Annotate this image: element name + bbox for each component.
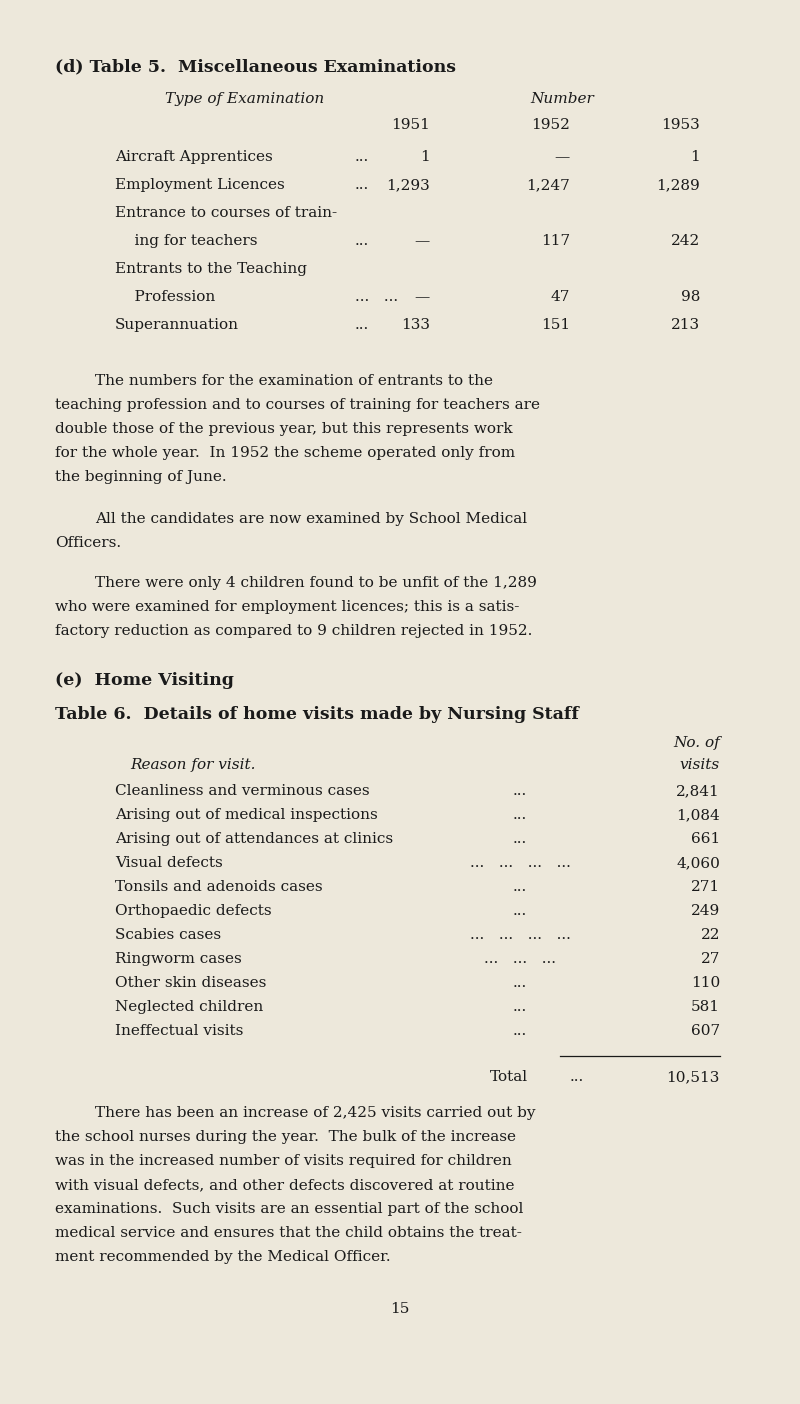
Text: teaching profession and to courses of training for teachers are: teaching profession and to courses of tr… xyxy=(55,397,540,411)
Text: 1,247: 1,247 xyxy=(526,178,570,192)
Text: ...: ... xyxy=(513,880,527,894)
Text: ing for teachers: ing for teachers xyxy=(115,234,258,249)
Text: ...   ...   ...   ...: ... ... ... ... xyxy=(470,928,570,942)
Text: ...: ... xyxy=(513,833,527,847)
Text: 133: 133 xyxy=(401,317,430,331)
Text: 661: 661 xyxy=(690,833,720,847)
Text: examinations.  Such visits are an essential part of the school: examinations. Such visits are an essenti… xyxy=(55,1202,523,1216)
Text: 213: 213 xyxy=(671,317,700,331)
Text: (e)  Home Visiting: (e) Home Visiting xyxy=(55,673,234,689)
Text: 1,293: 1,293 xyxy=(386,178,430,192)
Text: 2,841: 2,841 xyxy=(676,783,720,797)
Text: 271: 271 xyxy=(691,880,720,894)
Text: Total: Total xyxy=(490,1070,528,1084)
Text: 242: 242 xyxy=(670,234,700,249)
Text: visits: visits xyxy=(680,758,720,772)
Text: 10,513: 10,513 xyxy=(666,1070,720,1084)
Text: 27: 27 xyxy=(701,952,720,966)
Text: There were only 4 children found to be unfit of the 1,289: There were only 4 children found to be u… xyxy=(95,576,537,590)
Text: Arising out of medical inspections: Arising out of medical inspections xyxy=(115,807,378,821)
Text: Entrants to the Teaching: Entrants to the Teaching xyxy=(115,263,307,277)
Text: Arising out of attendances at clinics: Arising out of attendances at clinics xyxy=(115,833,393,847)
Text: Visual defects: Visual defects xyxy=(115,856,222,870)
Text: —: — xyxy=(414,291,430,305)
Text: 249: 249 xyxy=(690,904,720,918)
Text: Orthopaedic defects: Orthopaedic defects xyxy=(115,904,272,918)
Text: Employment Licences: Employment Licences xyxy=(115,178,285,192)
Text: ...: ... xyxy=(513,1024,527,1038)
Text: ...: ... xyxy=(570,1070,584,1084)
Text: 47: 47 xyxy=(550,291,570,305)
Text: Aircraft Apprentices: Aircraft Apprentices xyxy=(115,150,273,164)
Text: 110: 110 xyxy=(690,976,720,990)
Text: 1953: 1953 xyxy=(662,118,700,132)
Text: Cleanliness and verminous cases: Cleanliness and verminous cases xyxy=(115,783,370,797)
Text: ...: ... xyxy=(355,178,370,192)
Text: Type of Examination: Type of Examination xyxy=(165,93,324,105)
Text: ...: ... xyxy=(513,904,527,918)
Text: ...   ...   ...   ...: ... ... ... ... xyxy=(470,856,570,870)
Text: 98: 98 xyxy=(681,291,700,305)
Text: Ringworm cases: Ringworm cases xyxy=(115,952,242,966)
Text: (d) Table 5.  Miscellaneous Examinations: (d) Table 5. Miscellaneous Examinations xyxy=(55,58,456,74)
Text: ...: ... xyxy=(355,317,370,331)
Text: the beginning of June.: the beginning of June. xyxy=(55,470,226,484)
Text: medical service and ensures that the child obtains the treat-: medical service and ensures that the chi… xyxy=(55,1226,522,1240)
Text: ...: ... xyxy=(355,234,370,249)
Text: 1,084: 1,084 xyxy=(676,807,720,821)
Text: with visual defects, and other defects discovered at routine: with visual defects, and other defects d… xyxy=(55,1178,514,1192)
Text: 117: 117 xyxy=(541,234,570,249)
Text: ...: ... xyxy=(513,976,527,990)
Text: 1951: 1951 xyxy=(391,118,430,132)
Text: 1,289: 1,289 xyxy=(656,178,700,192)
Text: Number: Number xyxy=(530,93,594,105)
Text: Neglected children: Neglected children xyxy=(115,1000,263,1014)
Text: Profession: Profession xyxy=(115,291,215,305)
Text: The numbers for the examination of entrants to the: The numbers for the examination of entra… xyxy=(95,373,493,388)
Text: ...: ... xyxy=(513,783,527,797)
Text: the school nurses during the year.  The bulk of the increase: the school nurses during the year. The b… xyxy=(55,1130,516,1144)
Text: factory reduction as compared to 9 children rejected in 1952.: factory reduction as compared to 9 child… xyxy=(55,623,532,637)
Text: No. of: No. of xyxy=(674,736,720,750)
Text: Officers.: Officers. xyxy=(55,536,121,550)
Text: 1: 1 xyxy=(690,150,700,164)
Text: Reason for visit.: Reason for visit. xyxy=(130,758,255,772)
Text: All the candidates are now examined by School Medical: All the candidates are now examined by S… xyxy=(95,512,527,526)
Text: Superannuation: Superannuation xyxy=(115,317,239,331)
Text: ...: ... xyxy=(355,150,370,164)
Text: 15: 15 xyxy=(390,1302,410,1316)
Text: Scabies cases: Scabies cases xyxy=(115,928,221,942)
Text: was in the increased number of visits required for children: was in the increased number of visits re… xyxy=(55,1154,512,1168)
Text: 4,060: 4,060 xyxy=(676,856,720,870)
Text: —: — xyxy=(414,234,430,249)
Text: Tonsils and adenoids cases: Tonsils and adenoids cases xyxy=(115,880,322,894)
Text: ...   ...   ...: ... ... ... xyxy=(484,952,556,966)
Text: 22: 22 xyxy=(701,928,720,942)
Text: Entrance to courses of train-: Entrance to courses of train- xyxy=(115,206,337,220)
Text: Table 6.  Details of home visits made by Nursing Staff: Table 6. Details of home visits made by … xyxy=(55,706,579,723)
Text: ...: ... xyxy=(513,1000,527,1014)
Text: 1: 1 xyxy=(420,150,430,164)
Text: ...: ... xyxy=(513,807,527,821)
Text: Ineffectual visits: Ineffectual visits xyxy=(115,1024,243,1038)
Text: 1952: 1952 xyxy=(531,118,570,132)
Text: ...   ...: ... ... xyxy=(355,291,398,305)
Text: —: — xyxy=(554,150,570,164)
Text: ment recommended by the Medical Officer.: ment recommended by the Medical Officer. xyxy=(55,1250,390,1264)
Text: Other skin diseases: Other skin diseases xyxy=(115,976,266,990)
Text: 581: 581 xyxy=(691,1000,720,1014)
Text: for the whole year.  In 1952 the scheme operated only from: for the whole year. In 1952 the scheme o… xyxy=(55,446,515,461)
Text: There has been an increase of 2,425 visits carried out by: There has been an increase of 2,425 visi… xyxy=(95,1106,535,1120)
Text: 607: 607 xyxy=(691,1024,720,1038)
Text: who were examined for employment licences; this is a satis-: who were examined for employment licence… xyxy=(55,600,519,614)
Text: 151: 151 xyxy=(541,317,570,331)
Text: double those of the previous year, but this represents work: double those of the previous year, but t… xyxy=(55,423,513,437)
